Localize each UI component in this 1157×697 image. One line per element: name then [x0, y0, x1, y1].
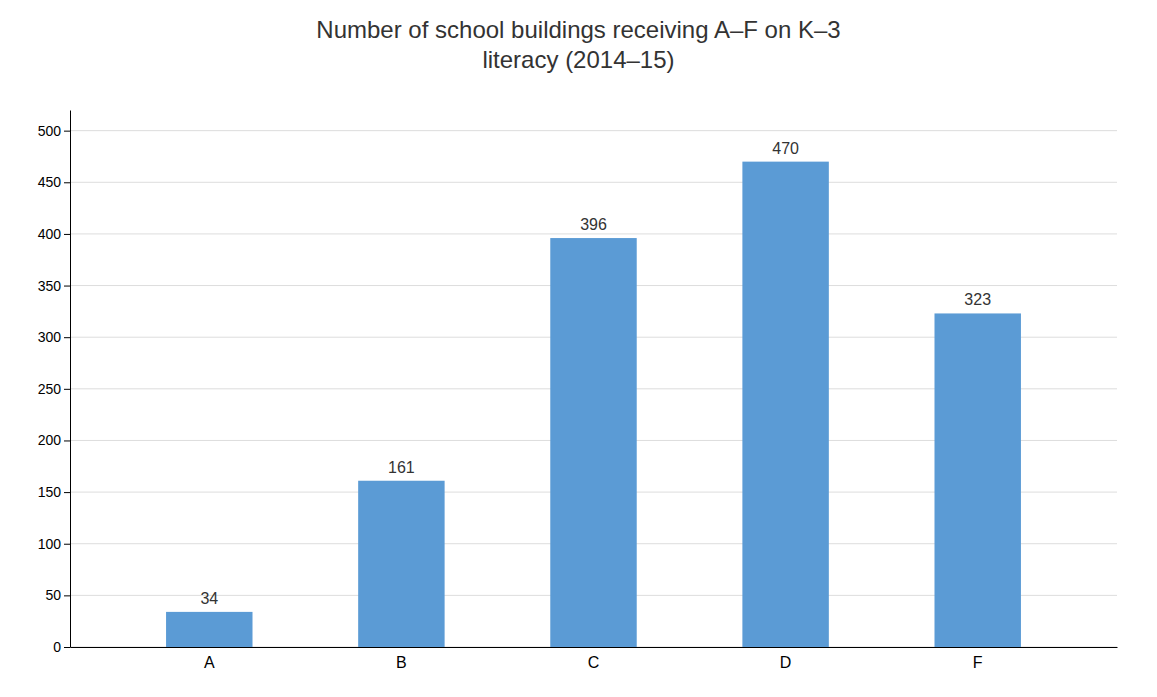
chart-title-line: literacy (2014–15)	[482, 46, 674, 73]
y-tick-label: 400	[38, 226, 62, 242]
y-tick-label: 50	[45, 587, 61, 603]
y-tick: 150	[38, 484, 70, 500]
x-tick-label: B	[396, 654, 407, 671]
y-tick: 100	[38, 536, 70, 552]
x-tick-label: D	[780, 654, 792, 671]
x-tick-label: A	[204, 654, 215, 671]
chart-title: Number of school buildings receiving A–F…	[316, 16, 840, 73]
grid-line	[70, 233, 1117, 234]
y-tick: 400	[38, 226, 70, 242]
y-tick-label: 200	[38, 432, 62, 448]
y-tick-mark	[64, 647, 70, 648]
plot-area: 0 50 100 150 200 250 300 350 400 450 500 A B C D F 34 161…	[38, 111, 1118, 672]
y-tick-label: 150	[38, 484, 62, 500]
y-tick-mark	[64, 286, 70, 287]
chart-title-line: Number of school buildings receiving A–F…	[316, 16, 840, 43]
y-tick-mark	[64, 337, 70, 338]
x-tick: C	[588, 654, 600, 671]
x-axis: ABCDF	[71, 648, 1118, 672]
y-tick: 0	[53, 639, 70, 655]
bar	[550, 238, 636, 647]
y-tick-mark	[64, 389, 70, 390]
data-label: 323	[964, 291, 991, 308]
x-axis-line	[71, 647, 1118, 648]
x-tick-label: F	[973, 654, 983, 671]
bar	[358, 481, 444, 647]
y-tick: 450	[38, 174, 70, 190]
grid	[70, 131, 1117, 647]
bar	[934, 313, 1020, 647]
y-tick: 500	[38, 123, 70, 139]
chart-container: Number of school buildings receiving A–F…	[0, 0, 1157, 697]
x-tick: B	[396, 654, 407, 671]
y-tick: 250	[38, 381, 70, 397]
data-label: 34	[200, 590, 218, 607]
y-tick-label: 250	[38, 381, 62, 397]
x-tick-label: C	[588, 654, 600, 671]
y-tick-label: 450	[38, 174, 62, 190]
y-tick-mark	[64, 492, 70, 493]
y-tick-label: 100	[38, 536, 62, 552]
y-tick-label: 500	[38, 123, 62, 139]
y-tick: 350	[38, 278, 70, 294]
chart-svg: Number of school buildings receiving A–F…	[0, 0, 1157, 697]
bar	[742, 162, 828, 647]
data-labels: 34 161 396 470 323	[200, 140, 991, 607]
y-tick-mark	[64, 234, 70, 235]
y-tick-label: 300	[38, 329, 62, 345]
data-label: 161	[388, 459, 415, 476]
data-label: 396	[580, 216, 607, 233]
y-tick-label: 350	[38, 278, 62, 294]
y-tick: 50	[45, 587, 70, 603]
x-tick: D	[780, 654, 792, 671]
y-tick-label: 0	[53, 639, 61, 655]
grid-line	[70, 182, 1117, 183]
bar	[166, 612, 252, 647]
y-tick: 200	[38, 432, 70, 448]
data-label: 470	[772, 140, 799, 157]
bars	[166, 162, 1021, 647]
y-tick-mark	[64, 544, 70, 545]
y-tick-mark	[64, 440, 70, 441]
y-tick: 300	[38, 329, 70, 345]
grid-line	[70, 130, 1117, 131]
y-axis-line	[70, 111, 71, 648]
x-tick: F	[973, 654, 983, 671]
y-tick-mark	[64, 595, 70, 596]
y-axis: 0 50 100 150 200 250 300 350 400 450 500	[38, 111, 71, 655]
x-tick: A	[204, 654, 215, 671]
y-tick-mark	[64, 182, 70, 183]
y-tick-mark	[64, 131, 70, 132]
